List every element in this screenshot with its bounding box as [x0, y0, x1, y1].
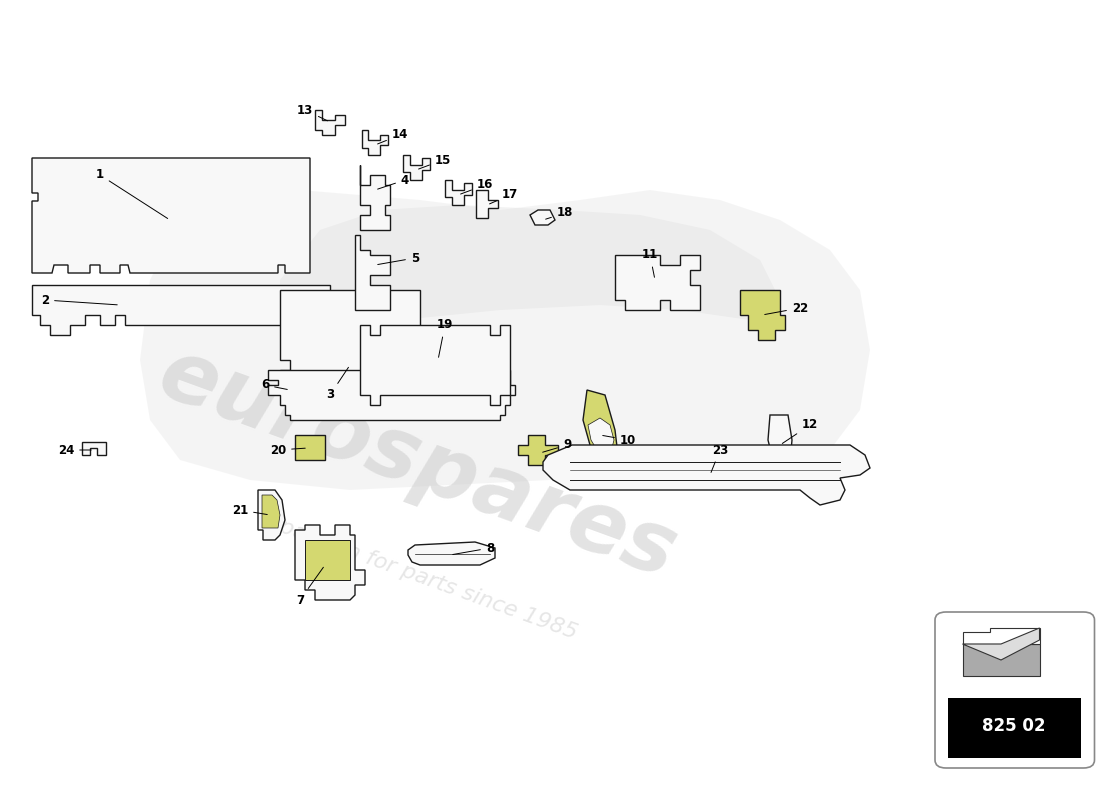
- Text: 9: 9: [542, 438, 571, 452]
- Text: 11: 11: [642, 249, 658, 278]
- Polygon shape: [740, 290, 785, 340]
- Polygon shape: [962, 628, 1040, 644]
- Polygon shape: [268, 370, 515, 420]
- Polygon shape: [360, 325, 510, 405]
- Polygon shape: [82, 442, 106, 455]
- Text: 1: 1: [96, 169, 167, 218]
- Text: 5: 5: [377, 251, 419, 265]
- Text: 21: 21: [232, 503, 267, 517]
- Polygon shape: [362, 130, 388, 155]
- Text: 4: 4: [377, 174, 409, 189]
- Text: 14: 14: [377, 129, 408, 144]
- FancyBboxPatch shape: [962, 644, 1040, 676]
- Text: 23: 23: [711, 443, 728, 473]
- Polygon shape: [768, 415, 792, 470]
- Text: 6: 6: [261, 378, 287, 391]
- Polygon shape: [295, 435, 324, 460]
- Polygon shape: [476, 190, 498, 218]
- Polygon shape: [962, 628, 1040, 660]
- Text: 16: 16: [461, 178, 493, 194]
- Text: 13: 13: [297, 103, 328, 121]
- Polygon shape: [315, 110, 345, 135]
- Text: 22: 22: [764, 302, 808, 314]
- Text: 10: 10: [603, 434, 636, 446]
- FancyBboxPatch shape: [948, 698, 1081, 758]
- Polygon shape: [403, 155, 430, 180]
- Polygon shape: [280, 290, 420, 395]
- Polygon shape: [295, 525, 365, 600]
- Polygon shape: [543, 445, 870, 505]
- Text: 7: 7: [296, 567, 323, 606]
- Polygon shape: [355, 235, 390, 310]
- Text: 17: 17: [490, 189, 518, 204]
- Text: 825 02: 825 02: [982, 717, 1046, 734]
- Text: 2: 2: [41, 294, 118, 306]
- Polygon shape: [518, 435, 558, 465]
- Text: 8: 8: [453, 542, 494, 554]
- Polygon shape: [280, 205, 780, 330]
- Polygon shape: [32, 158, 310, 273]
- Polygon shape: [615, 255, 700, 310]
- Polygon shape: [446, 180, 472, 205]
- Text: 12: 12: [782, 418, 818, 443]
- Text: 24: 24: [58, 443, 91, 457]
- Polygon shape: [408, 542, 495, 565]
- Polygon shape: [140, 190, 870, 490]
- Polygon shape: [530, 210, 556, 225]
- Polygon shape: [258, 490, 285, 540]
- Text: 19: 19: [437, 318, 453, 358]
- Text: 15: 15: [419, 154, 451, 169]
- Polygon shape: [588, 418, 614, 455]
- Polygon shape: [262, 495, 280, 528]
- Polygon shape: [583, 390, 618, 465]
- Polygon shape: [32, 285, 330, 335]
- FancyBboxPatch shape: [935, 612, 1094, 768]
- Text: 20: 20: [270, 443, 305, 457]
- Text: 18: 18: [546, 206, 573, 219]
- Text: 3: 3: [326, 367, 349, 402]
- Polygon shape: [305, 540, 350, 580]
- Polygon shape: [360, 165, 390, 230]
- Text: a passion for parts since 1985: a passion for parts since 1985: [256, 509, 580, 643]
- Text: eurospares: eurospares: [148, 332, 688, 596]
